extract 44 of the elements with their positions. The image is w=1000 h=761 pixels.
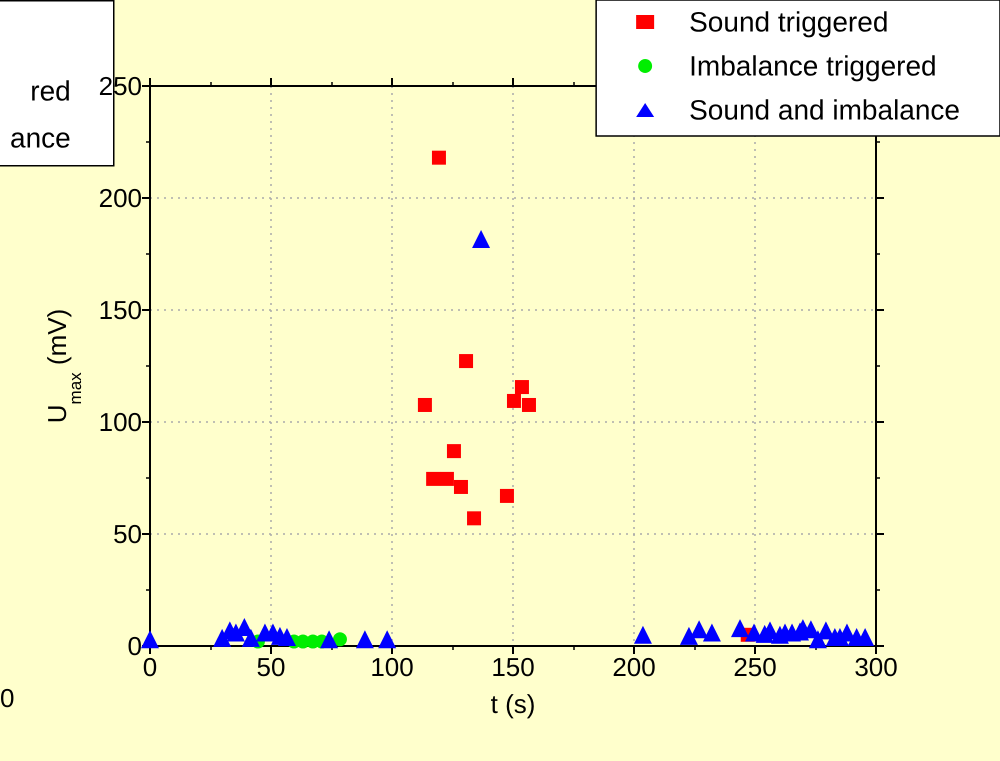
x-tick-label: 150 xyxy=(491,652,535,682)
x-tick-label: 200 xyxy=(612,652,656,682)
point xyxy=(141,630,159,648)
point xyxy=(432,150,446,165)
y-tick-label: 50 xyxy=(113,519,142,549)
y-tick-label: 200 xyxy=(98,183,142,213)
point xyxy=(378,630,396,648)
point xyxy=(446,444,461,458)
point xyxy=(278,628,296,646)
point xyxy=(680,626,698,645)
point xyxy=(242,628,260,647)
point xyxy=(459,354,474,368)
point xyxy=(440,472,454,486)
y-tick-label: 100 xyxy=(98,407,142,437)
y-axis-title: Umax (mV) xyxy=(42,308,85,424)
point xyxy=(522,398,536,412)
point xyxy=(454,480,468,494)
text: ance xyxy=(10,122,71,154)
point xyxy=(320,630,338,648)
x-axis-title: t (s) xyxy=(490,689,536,719)
point xyxy=(356,630,374,648)
point xyxy=(500,488,514,503)
x-tick-label: 100 xyxy=(370,652,414,682)
y-tick-label: 0 xyxy=(128,631,142,661)
legend-label: Sound and imbalance xyxy=(689,94,960,126)
point xyxy=(467,511,482,526)
text: 0 xyxy=(0,683,14,713)
point xyxy=(634,626,652,644)
point xyxy=(472,230,490,248)
legend-label: Imbalance triggered xyxy=(689,50,937,82)
x-tick-label: 250 xyxy=(733,652,777,682)
y-tick-label: 150 xyxy=(98,295,142,325)
point xyxy=(690,620,708,638)
x-tick-label: 50 xyxy=(256,652,286,682)
x-tick-label: 300 xyxy=(854,652,898,682)
point xyxy=(332,632,347,646)
point xyxy=(418,398,432,412)
text: red xyxy=(30,75,71,106)
point xyxy=(506,394,521,408)
point xyxy=(426,472,440,486)
point xyxy=(702,624,721,642)
point xyxy=(730,619,749,638)
legend-label: Sound triggered xyxy=(689,6,888,38)
point xyxy=(514,380,529,394)
